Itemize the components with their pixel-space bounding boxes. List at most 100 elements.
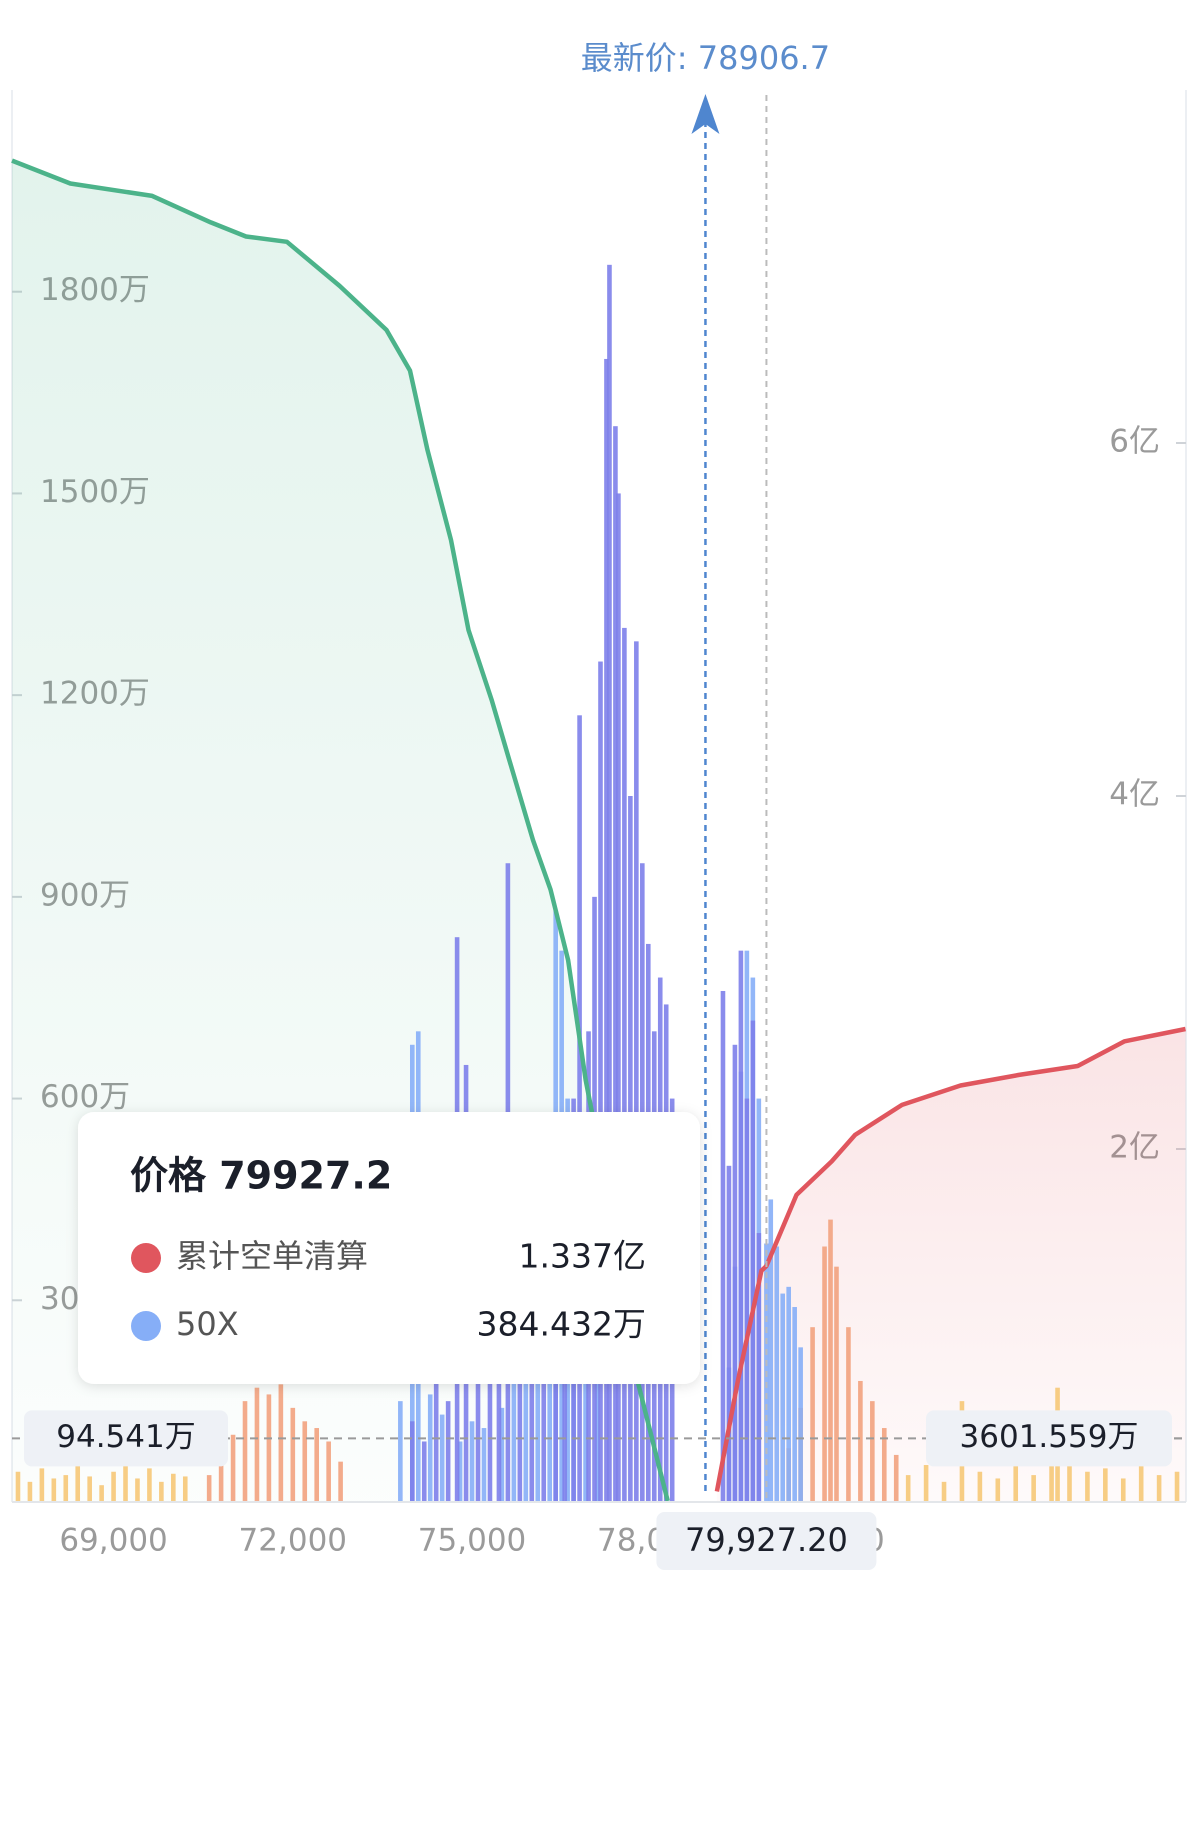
- bar: [529, 1354, 535, 1502]
- latest-price-label: 最新价: 78906.7: [581, 39, 830, 77]
- tooltip-value: 384.432万: [477, 1305, 646, 1344]
- bar: [780, 1293, 786, 1502]
- bar: [768, 1199, 774, 1502]
- bar: [266, 1394, 272, 1502]
- bar: [171, 1473, 176, 1502]
- bar: [481, 1428, 487, 1502]
- bar: [870, 1401, 875, 1502]
- bar: [792, 1307, 797, 1502]
- bar: [99, 1485, 104, 1502]
- tooltip-dot: [131, 1243, 161, 1273]
- tooltip: 价格 79927.2 累计空单清算 1.337亿 50X 384.432万: [78, 1112, 700, 1384]
- bar: [445, 1401, 451, 1502]
- bar: [1103, 1468, 1108, 1502]
- x-tick-label: 69,000: [59, 1523, 167, 1559]
- bar: [744, 1098, 750, 1502]
- bar: [230, 1434, 236, 1502]
- bar: [439, 1414, 445, 1502]
- bar: [338, 1461, 343, 1502]
- bar: [218, 1454, 224, 1502]
- bar: [427, 1394, 433, 1502]
- crosshair-y2-label: 3601.559万: [960, 1419, 1139, 1455]
- tooltip-dot: [131, 1311, 161, 1341]
- latest-price-arrow: [691, 94, 720, 134]
- tooltip-value: 1.337亿: [519, 1237, 646, 1276]
- crosshair-y2-box: [926, 1410, 1172, 1467]
- bar: [1156, 1475, 1162, 1502]
- bar: [159, 1481, 164, 1502]
- bar: [616, 493, 621, 1502]
- bar: [828, 1219, 833, 1502]
- bar: [786, 1286, 791, 1502]
- bar: [598, 661, 603, 1502]
- crosshair-y-label: 94.541万: [56, 1419, 195, 1455]
- bar: [607, 264, 612, 1502]
- bar: [881, 1428, 887, 1502]
- bar: [499, 1407, 505, 1502]
- bar: [535, 1286, 541, 1502]
- bar: [893, 1454, 899, 1502]
- bar: [798, 1347, 803, 1502]
- bar: [732, 1044, 738, 1502]
- bar: [511, 1367, 517, 1502]
- bar: [577, 715, 582, 1502]
- x-tick-label: 72,000: [239, 1523, 347, 1559]
- bar: [147, 1468, 152, 1502]
- x-tick-label: 75,000: [418, 1523, 526, 1559]
- bar: [278, 1384, 284, 1502]
- bar: [604, 358, 609, 1502]
- bar: [1013, 1461, 1019, 1502]
- bar: [398, 1401, 403, 1502]
- bar: [923, 1465, 929, 1502]
- bar: [977, 1471, 983, 1502]
- tooltip-box: [78, 1112, 700, 1384]
- bar: [469, 1421, 475, 1502]
- bar: [242, 1401, 248, 1502]
- bar: [314, 1428, 320, 1502]
- bar: [326, 1441, 331, 1502]
- bar: [1031, 1475, 1036, 1502]
- bar: [421, 1441, 427, 1502]
- bar: [613, 426, 618, 1503]
- bar: [111, 1471, 116, 1502]
- crosshair-x-label: 79,927.20: [685, 1521, 848, 1559]
- bar: [475, 1333, 481, 1502]
- bar: [135, 1478, 140, 1502]
- bar: [810, 1327, 815, 1502]
- bar: [834, 1266, 839, 1502]
- bar: [39, 1468, 45, 1502]
- line: [11, 158, 670, 1502]
- bar: [756, 1233, 762, 1502]
- bar: [487, 1380, 493, 1502]
- bar: [433, 1300, 439, 1502]
- bar: [995, 1478, 1001, 1502]
- bar: [254, 1387, 260, 1502]
- bar: [27, 1481, 33, 1502]
- bar: [720, 990, 726, 1502]
- bar: [541, 1266, 547, 1502]
- bar: [1138, 1465, 1144, 1502]
- bar: [738, 950, 744, 1502]
- bar: [409, 1421, 415, 1502]
- bar: [822, 1246, 827, 1502]
- tooltip-name: 50X: [176, 1305, 239, 1343]
- area: [716, 1029, 1186, 1502]
- bar: [1120, 1478, 1126, 1502]
- bar: [750, 1020, 756, 1502]
- bar: [15, 1471, 21, 1502]
- bar: [75, 1465, 81, 1502]
- bar: [622, 627, 627, 1502]
- bar: [726, 1165, 732, 1502]
- y2-tick-label: 4亿: [1109, 777, 1160, 813]
- bar: [206, 1475, 212, 1502]
- crosshair-y-box: [24, 1410, 228, 1467]
- crosshair-x-box: [656, 1512, 877, 1570]
- bar: [858, 1380, 863, 1502]
- y2-tick-label: 6亿: [1109, 424, 1160, 460]
- bar: [905, 1475, 911, 1502]
- bar: [63, 1475, 69, 1502]
- bar: [1067, 1458, 1072, 1502]
- bar: [51, 1478, 57, 1502]
- bar: [523, 1327, 529, 1502]
